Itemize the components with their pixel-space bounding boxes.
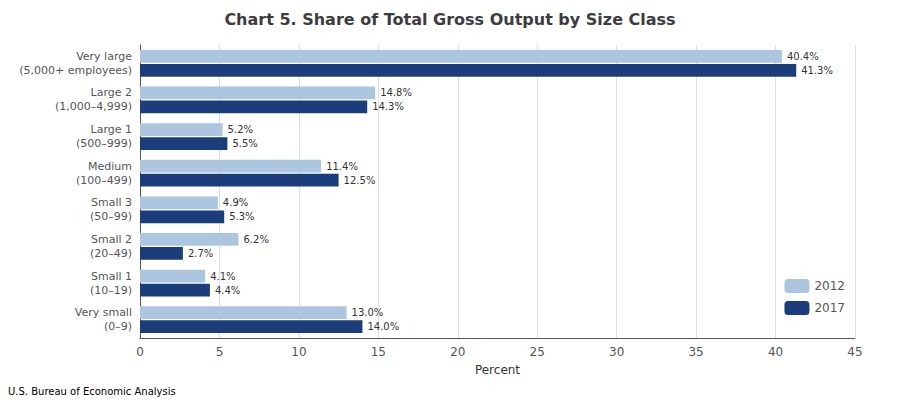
svg-text:14.3%: 14.3% — [372, 101, 404, 112]
svg-text:(100–499): (100–499) — [76, 174, 132, 187]
svg-text:4.1%: 4.1% — [210, 271, 235, 282]
svg-text:5: 5 — [216, 345, 224, 359]
svg-text:Very large: Very large — [76, 50, 132, 63]
svg-text:(50–99): (50–99) — [90, 210, 132, 223]
svg-text:5.2%: 5.2% — [228, 124, 253, 135]
svg-text:13.0%: 13.0% — [352, 307, 384, 318]
svg-text:Small 3: Small 3 — [91, 196, 132, 209]
svg-text:20: 20 — [450, 345, 465, 359]
svg-text:Large 2: Large 2 — [91, 86, 132, 99]
svg-text:(0–9): (0–9) — [104, 320, 132, 333]
svg-text:Small 1: Small 1 — [91, 270, 132, 283]
svg-text:(20–49): (20–49) — [90, 247, 132, 260]
svg-text:40: 40 — [768, 345, 783, 359]
svg-text:(500–999): (500–999) — [76, 137, 132, 150]
svg-text:Percent: Percent — [475, 363, 520, 377]
svg-text:12.5%: 12.5% — [344, 175, 376, 186]
svg-text:25: 25 — [530, 345, 545, 359]
svg-text:(1,000–4,999): (1,000–4,999) — [55, 100, 132, 113]
svg-text:U.S. Bureau of Economic Analys: U.S. Bureau of Economic Analysis — [8, 386, 176, 397]
svg-text:41.3%: 41.3% — [801, 65, 833, 76]
svg-text:6.2%: 6.2% — [244, 234, 269, 245]
svg-text:4.9%: 4.9% — [223, 197, 248, 208]
svg-text:35: 35 — [688, 345, 703, 359]
svg-text:2012: 2012 — [814, 279, 845, 293]
svg-text:5.5%: 5.5% — [232, 138, 257, 149]
svg-text:Small 2: Small 2 — [91, 233, 132, 246]
svg-text:5.3%: 5.3% — [229, 211, 254, 222]
svg-text:Medium: Medium — [88, 160, 132, 173]
svg-text:0: 0 — [136, 345, 144, 359]
svg-text:2.7%: 2.7% — [188, 248, 213, 259]
svg-text:40.4%: 40.4% — [787, 51, 819, 62]
svg-text:14.8%: 14.8% — [380, 87, 412, 98]
svg-text:(10–19): (10–19) — [90, 284, 132, 297]
svg-text:30: 30 — [609, 345, 624, 359]
svg-text:15: 15 — [371, 345, 386, 359]
svg-text:2017: 2017 — [814, 301, 845, 315]
svg-text:45: 45 — [847, 345, 862, 359]
svg-text:11.4%: 11.4% — [326, 161, 358, 172]
svg-text:10: 10 — [291, 345, 306, 359]
svg-text:14.0%: 14.0% — [367, 321, 399, 332]
svg-text:Large 1: Large 1 — [91, 123, 132, 136]
svg-text:Very small: Very small — [75, 306, 132, 319]
svg-text:4.4%: 4.4% — [215, 285, 240, 296]
svg-text:(5,000+ employees): (5,000+ employees) — [19, 64, 132, 77]
svg-text:Chart 5. Share of Total Gross: Chart 5. Share of Total Gross Output by … — [224, 10, 675, 29]
